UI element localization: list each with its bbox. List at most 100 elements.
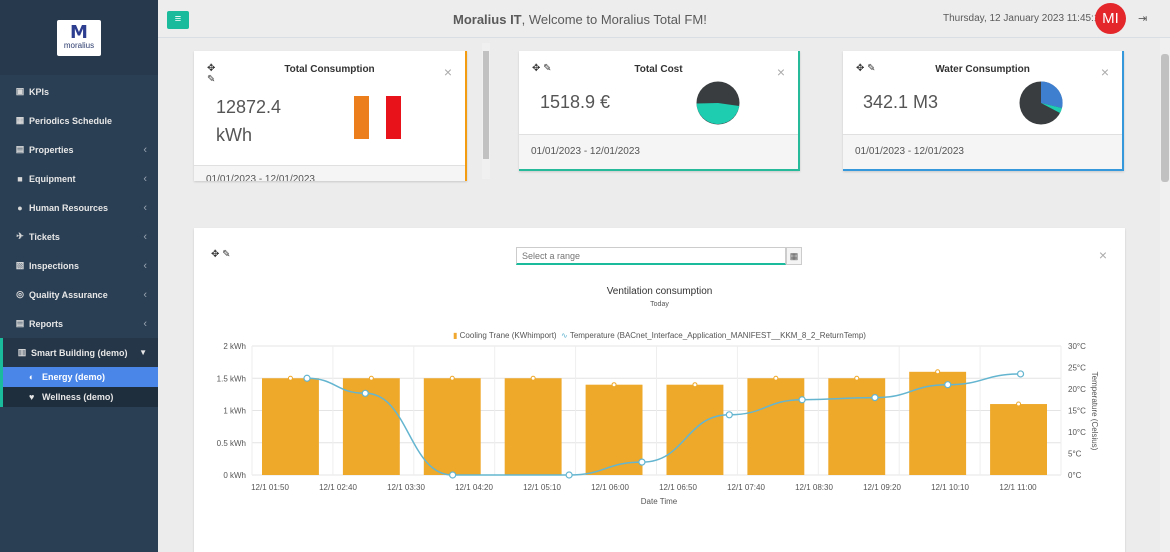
card-tools: ✥ ✎ [532, 63, 552, 74]
y2-axis-label: Temperature (Celsius) [1090, 372, 1099, 451]
sidebar-item-label: Equipment [29, 173, 76, 184]
bar-point [692, 382, 698, 388]
menu-toggle-icon[interactable]: ≡ [167, 11, 189, 29]
line-point [565, 471, 573, 479]
edit-icon[interactable]: ✎ [867, 63, 876, 74]
card-unit: kWh [216, 125, 252, 145]
sidebar-item-label: Smart Building (demo) [31, 347, 128, 358]
move-icon[interactable]: ✥ [532, 63, 541, 74]
card-footer: 01/01/2023 - 12/01/2023 [519, 134, 798, 169]
total-consumption-card: ✥ ✎ Total Consumption × 12872.4 kWh 01/0… [194, 51, 467, 181]
sidebar-item-periodics-schedule[interactable]: ▦ Periodics Schedule [0, 106, 158, 135]
calendar-icon[interactable]: ▦ [786, 247, 802, 265]
welcome-text: , Welcome to Moralius Total FM! [521, 12, 707, 27]
card-title: Total Cost [634, 64, 683, 75]
line-point [725, 411, 733, 419]
card-tools: ✥ ✎ [211, 249, 231, 260]
page-scrollbar[interactable] [1160, 38, 1170, 552]
heart-icon: ♥ [29, 392, 35, 402]
sidebar-item-label: Human Resources [29, 202, 109, 213]
sidebar-item-label: Reports [29, 318, 64, 329]
sidebar-subitem-label: Wellness (demo) [42, 392, 114, 402]
line-point [871, 394, 879, 402]
line-point [944, 381, 952, 389]
top-bar: ≡ Moralius IT, Welcome to Moralius Total… [158, 0, 1170, 38]
card-value: 1518.9 € [540, 92, 611, 112]
sidebar-item-label: Inspections [29, 260, 80, 271]
temperature-line [307, 373, 1021, 476]
x-tick-label: 12/1 03:30 [387, 483, 425, 492]
edit-icon[interactable]: ✎ [222, 249, 231, 260]
legend-item[interactable]: Temperature (BACnet_Interface_Applicatio… [569, 331, 866, 340]
x-tick-label: 12/1 11:00 [999, 483, 1037, 492]
sidebar-item-smart-building[interactable]: ▥ Smart Building (demo) ▼ [0, 338, 158, 367]
edit-icon[interactable]: ✎ [543, 63, 552, 74]
sidebar-item-quality-assurance[interactable]: ◎ Quality Assurance ‹ [0, 280, 158, 309]
line-point [361, 389, 369, 397]
x-tick-label: 12/1 02:40 [319, 483, 357, 492]
sidebar-item-tickets[interactable]: ✈ Tickets ‹ [0, 222, 158, 251]
logo-text: moralius [63, 41, 95, 50]
logo[interactable]: M moralius [57, 19, 101, 56]
y-tick-label: 1 kWh [223, 407, 246, 416]
chevron-left-icon: ‹ [143, 317, 147, 330]
sidebar-item-properties[interactable]: ▤ Properties ‹ [0, 135, 158, 164]
card-tools: ✥ ✎ [207, 63, 215, 85]
card-value: 12872.4 [216, 97, 282, 117]
edit-icon[interactable]: ✎ [207, 74, 216, 85]
main-content: ✥ ✎ Total Consumption × 12872.4 kWh 01/0… [158, 38, 1160, 552]
close-icon[interactable]: × [443, 64, 452, 80]
ventilation-chart: 0 kWh 0.5 kWh 1 kWh 1.5 kWh 2 kWh 0°C 5°C 10°C 1… [217, 342, 1099, 506]
sidebar-item-kpis[interactable]: ▣ KPIs [0, 77, 158, 106]
x-tick-label: 12/1 05:10 [523, 483, 561, 492]
user-avatar[interactable]: MI [1095, 3, 1126, 34]
close-icon[interactable]: × [1100, 64, 1109, 80]
sidebar-item-label: Properties [29, 144, 74, 155]
sidebar-item-inspections[interactable]: ▧ Inspections ‹ [0, 251, 158, 280]
sidebar-item-equipment[interactable]: ■ Equipment ‹ [0, 164, 158, 193]
sidebar-subitem-energy[interactable]: ◐ Energy (demo) [0, 367, 158, 387]
logo-mark: M [70, 22, 88, 43]
chart-legend: ▮ Cooling Trane (KWhimport) ∿ Temperatur… [194, 331, 1125, 340]
sidebar-subitem-wellness[interactable]: ♥ Wellness (demo) [0, 387, 158, 407]
card-footer: 01/01/2023 - 12/01/2023 [843, 134, 1122, 169]
bar-point [530, 375, 536, 381]
line-legend-icon: ∿ [561, 331, 568, 340]
move-icon[interactable]: ✥ [207, 63, 216, 74]
bar [990, 404, 1047, 475]
pie-slice [696, 103, 740, 125]
sidebar-item-label: Tickets [29, 231, 60, 242]
logout-icon[interactable]: ⇥ [1138, 13, 1148, 25]
move-icon[interactable]: ✥ [856, 63, 865, 74]
energy-icon: ◐ [29, 372, 35, 382]
y-tick-label: 0 kWh [223, 471, 246, 480]
equipment-icon: ■ [17, 173, 23, 184]
bar-point [773, 375, 779, 381]
mini-bar [386, 96, 401, 139]
y2-tick-label: 30°C [1068, 342, 1086, 351]
card-tools: ✥ ✎ [856, 63, 876, 74]
bar [828, 378, 886, 475]
bar-point [287, 375, 293, 381]
x-tick-label: 12/1 09:20 [863, 483, 901, 492]
bar-point [449, 375, 455, 381]
date-range-input[interactable] [516, 247, 786, 265]
sidebar-item-label: KPIs [29, 86, 50, 97]
sidebar-item-label: Quality Assurance [29, 289, 108, 300]
widget-scrollbar[interactable] [482, 43, 490, 179]
bar [342, 378, 400, 475]
sidebar-item-reports[interactable]: ▤ Reports ‹ [0, 309, 158, 338]
pie-slice [1041, 81, 1063, 108]
move-icon[interactable]: ✥ [211, 249, 220, 260]
ticket-icon: ✈ [16, 231, 24, 241]
y-tick-label: 0.5 kWh [217, 439, 246, 448]
sidebar: M moralius ▣ KPIs ▦ Periodics Schedule ▤ Pr… [0, 0, 158, 552]
x-axis-label: Date Time [641, 497, 678, 506]
close-icon[interactable]: × [776, 64, 785, 80]
scroll-thumb[interactable] [1161, 54, 1169, 182]
legend-item[interactable]: Cooling Trane (KWhimport) [459, 331, 557, 340]
chevron-left-icon: ‹ [143, 259, 147, 272]
sidebar-item-human-resources[interactable]: ● Human Resources ‹ [0, 193, 158, 222]
close-icon[interactable]: × [1098, 247, 1107, 263]
dashboard-icon: ▣ [15, 86, 25, 96]
